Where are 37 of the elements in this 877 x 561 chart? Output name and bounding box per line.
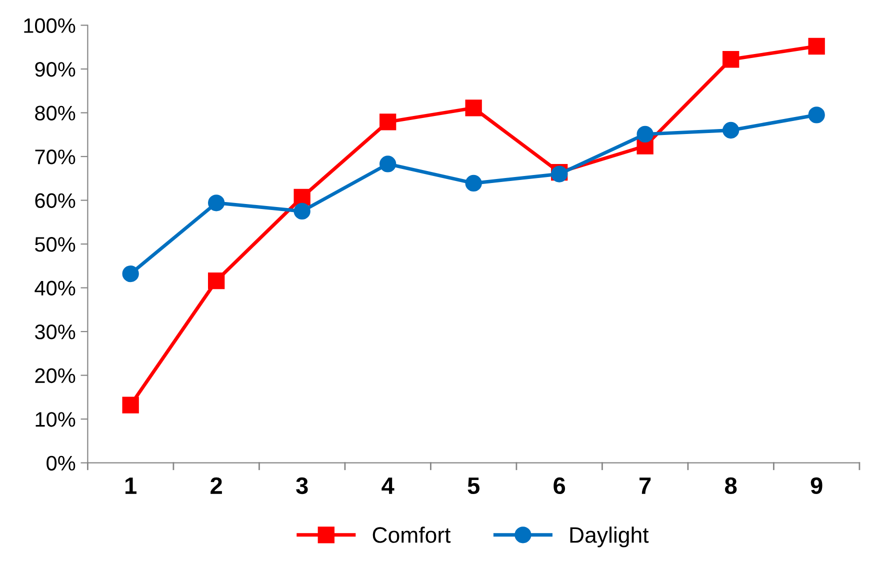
point xyxy=(808,106,825,124)
y-tick-label: 20% xyxy=(35,368,76,384)
x-tick-label: 5 xyxy=(468,478,480,494)
y-tick-label: 30% xyxy=(34,324,76,340)
y-tick-label: 70% xyxy=(35,150,76,164)
legend-label: Daylight xyxy=(570,526,649,548)
x-tick-label: 1 xyxy=(125,478,136,494)
x-tick-label: 6 xyxy=(554,477,566,494)
point xyxy=(294,202,310,220)
y-tick-label: 0% xyxy=(46,456,76,471)
point xyxy=(379,156,396,172)
y-tick-label: 50% xyxy=(35,237,76,252)
point xyxy=(722,122,740,139)
point xyxy=(208,194,225,212)
point xyxy=(465,174,482,192)
y-tick-label: 100% xyxy=(24,18,76,33)
x-tick-label: 4 xyxy=(382,478,394,494)
x-tick-label: 9 xyxy=(810,477,822,494)
point xyxy=(122,265,139,282)
x-tick-label: 7 xyxy=(640,478,651,494)
y-tick-label: 80% xyxy=(35,106,76,121)
point xyxy=(636,126,654,143)
y-tick-label: 40% xyxy=(34,280,76,296)
point xyxy=(379,114,396,130)
y-tick-label: 60% xyxy=(35,193,76,208)
point xyxy=(208,272,225,290)
point xyxy=(294,188,310,206)
x-tick-label: 8 xyxy=(725,477,737,494)
point xyxy=(808,38,825,55)
y-tick-label: 10% xyxy=(36,412,76,427)
x-tick-label: 2 xyxy=(210,477,222,494)
point xyxy=(122,396,139,414)
x-tick-label: 3 xyxy=(296,477,308,494)
legend-label: Comfort xyxy=(372,526,451,543)
y-tick-label: 90% xyxy=(35,62,76,77)
point xyxy=(722,51,740,68)
point xyxy=(465,100,482,116)
